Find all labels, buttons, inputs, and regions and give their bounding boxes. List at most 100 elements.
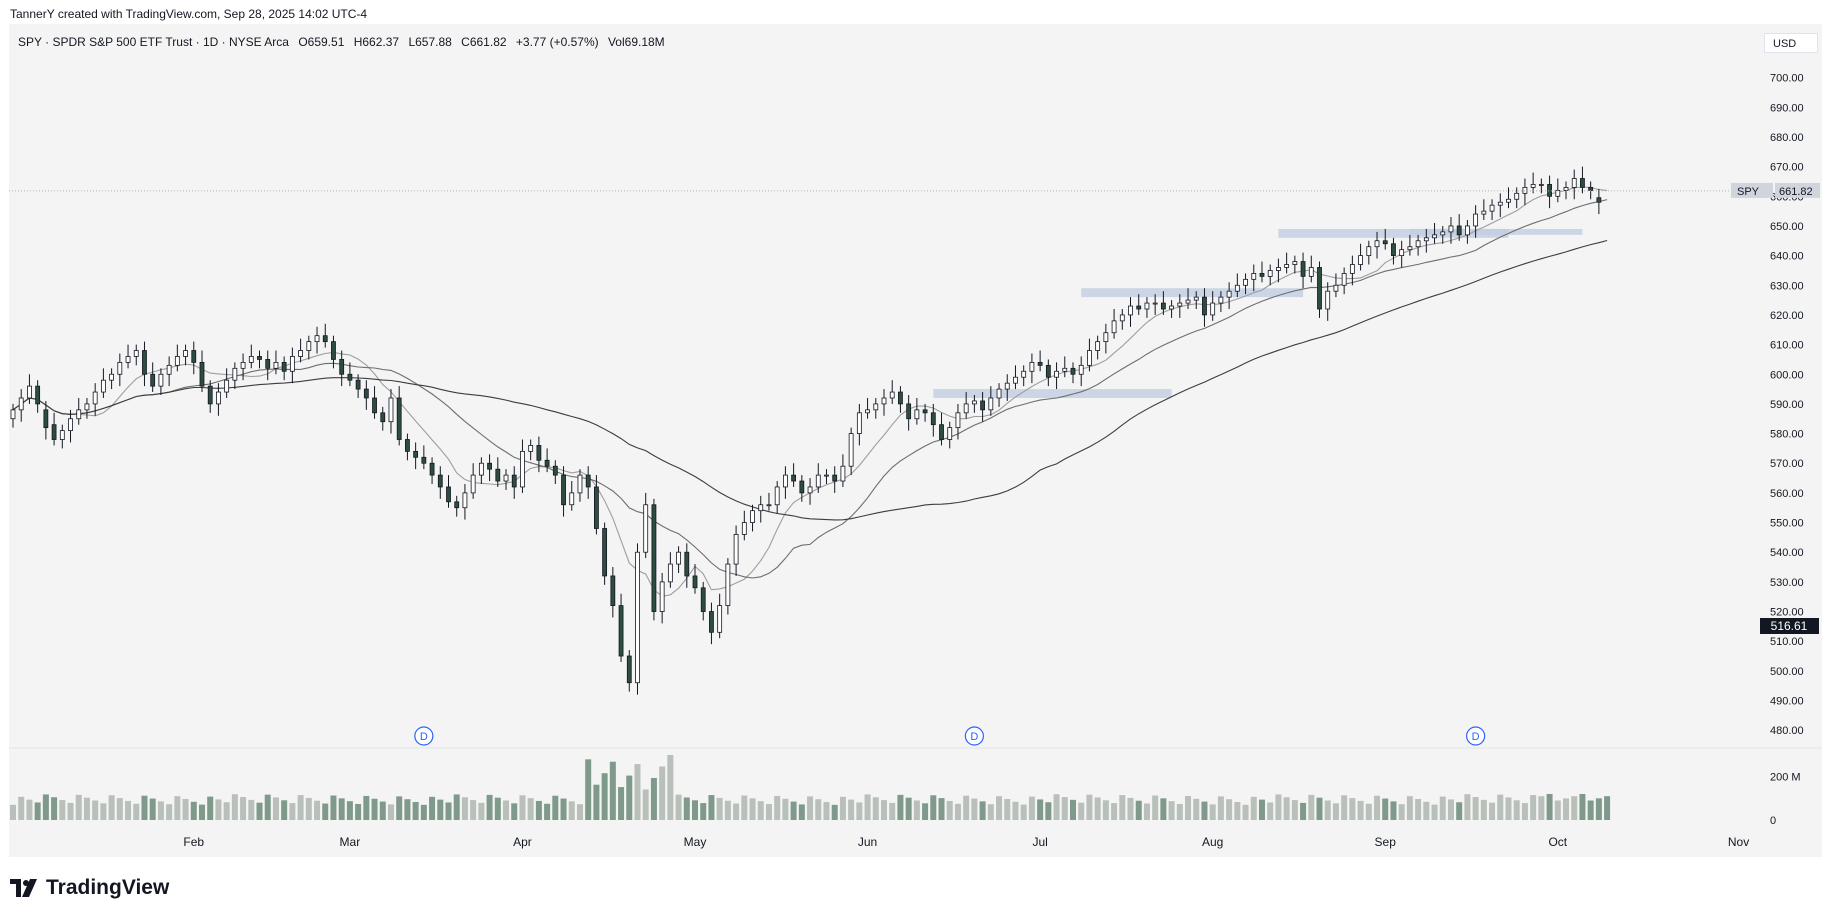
volume-bar xyxy=(486,794,493,820)
volume-bar xyxy=(1119,795,1126,820)
candle xyxy=(166,356,172,387)
candle xyxy=(1111,309,1117,339)
candle-body-up xyxy=(298,350,303,357)
volume-bar xyxy=(1234,802,1241,820)
volume-bar xyxy=(1513,800,1520,820)
dividend-marker-icon[interactable]: D xyxy=(964,726,984,746)
candle xyxy=(626,650,632,692)
x-tick-label: Nov xyxy=(1728,835,1749,849)
volume-bar xyxy=(650,777,657,820)
candle xyxy=(1267,264,1273,286)
candle-body-up xyxy=(824,474,829,477)
currency-button[interactable]: USD xyxy=(1764,33,1818,53)
volume-bar xyxy=(100,803,107,820)
volume-bar xyxy=(256,802,263,820)
candle xyxy=(750,504,755,532)
volume-bar xyxy=(412,802,419,820)
candle xyxy=(191,341,197,375)
candle xyxy=(585,466,591,499)
volume-bar xyxy=(1168,801,1175,820)
candle xyxy=(1317,261,1322,318)
candle xyxy=(1547,175,1552,209)
candle xyxy=(1119,309,1125,330)
candle-body-up xyxy=(1506,198,1511,203)
candle xyxy=(125,344,131,369)
candle-body-down xyxy=(610,575,616,607)
candle xyxy=(380,406,386,431)
volume-bar xyxy=(1053,794,1060,820)
candle-body-down xyxy=(207,385,213,405)
volume-bar xyxy=(708,795,715,820)
candle xyxy=(331,335,336,369)
candle-body-up xyxy=(750,510,755,523)
volume-bar xyxy=(601,773,608,820)
candle-body-up xyxy=(1522,186,1528,194)
volume-bar xyxy=(913,800,920,820)
candle-body-up xyxy=(100,379,106,393)
candle xyxy=(692,564,698,594)
candle xyxy=(1423,228,1429,253)
candle xyxy=(76,397,82,425)
candle xyxy=(643,492,649,559)
candle xyxy=(372,386,377,419)
candle xyxy=(117,353,123,387)
candle-body-down xyxy=(142,350,147,375)
volume-bar xyxy=(839,796,846,820)
candle-body-up xyxy=(224,379,230,393)
candle xyxy=(684,543,690,588)
dividend-marker-icon[interactable]: D xyxy=(1466,726,1486,746)
candle-body-up xyxy=(1415,240,1421,248)
candle-body-up xyxy=(240,361,246,369)
candle xyxy=(207,380,213,413)
candle-body-up xyxy=(1465,225,1470,236)
candle-body-down xyxy=(281,361,287,372)
volume-bar xyxy=(396,796,403,820)
candle xyxy=(1259,261,1265,283)
candle xyxy=(569,481,575,511)
candle xyxy=(27,374,32,404)
candle-body-down xyxy=(791,474,797,482)
consolidation-zone xyxy=(1081,288,1304,298)
candle-body-up xyxy=(741,522,747,535)
volume-bar xyxy=(634,764,641,820)
volume-bar xyxy=(231,794,238,820)
change-value: +3.77 (+0.57%) xyxy=(515,35,599,49)
candle-body-up xyxy=(1078,364,1084,375)
candle-body-down xyxy=(898,391,903,405)
candle-body-down xyxy=(429,462,435,476)
candle-body-up xyxy=(1013,376,1018,384)
close-value: C661.82 xyxy=(461,35,507,49)
volume-bar xyxy=(552,795,559,820)
candle xyxy=(881,389,887,416)
dividend-marker-icon[interactable]: D xyxy=(414,726,434,746)
candle xyxy=(1029,353,1035,384)
candle xyxy=(1103,323,1109,354)
volume-bar xyxy=(971,798,978,820)
volume-bar xyxy=(1209,804,1216,820)
candle xyxy=(248,344,254,369)
y-tick-label: 490.00 xyxy=(1770,696,1804,708)
volume-bar xyxy=(946,800,953,820)
volume-bar xyxy=(683,797,690,820)
candle xyxy=(1358,243,1363,271)
y-tick-label: 700.00 xyxy=(1770,73,1804,85)
candle-body-down xyxy=(692,575,698,589)
candle xyxy=(232,362,238,390)
x-tick-label: Jul xyxy=(1032,835,1047,849)
volume-bar xyxy=(954,803,961,820)
x-tick-label: Mar xyxy=(340,835,361,849)
volume-bar xyxy=(338,798,345,820)
candle xyxy=(446,475,451,508)
volume-bar xyxy=(790,801,797,820)
candle-body-up xyxy=(462,492,468,509)
candle-body-up xyxy=(76,409,82,420)
candle xyxy=(396,386,402,446)
candle-body-up xyxy=(1193,296,1199,301)
volume-bar xyxy=(774,795,781,820)
candle xyxy=(363,380,369,410)
volume-bar xyxy=(1324,800,1331,820)
volume-bar xyxy=(1037,799,1044,820)
candle-body-up xyxy=(659,581,665,612)
candle xyxy=(782,466,788,499)
